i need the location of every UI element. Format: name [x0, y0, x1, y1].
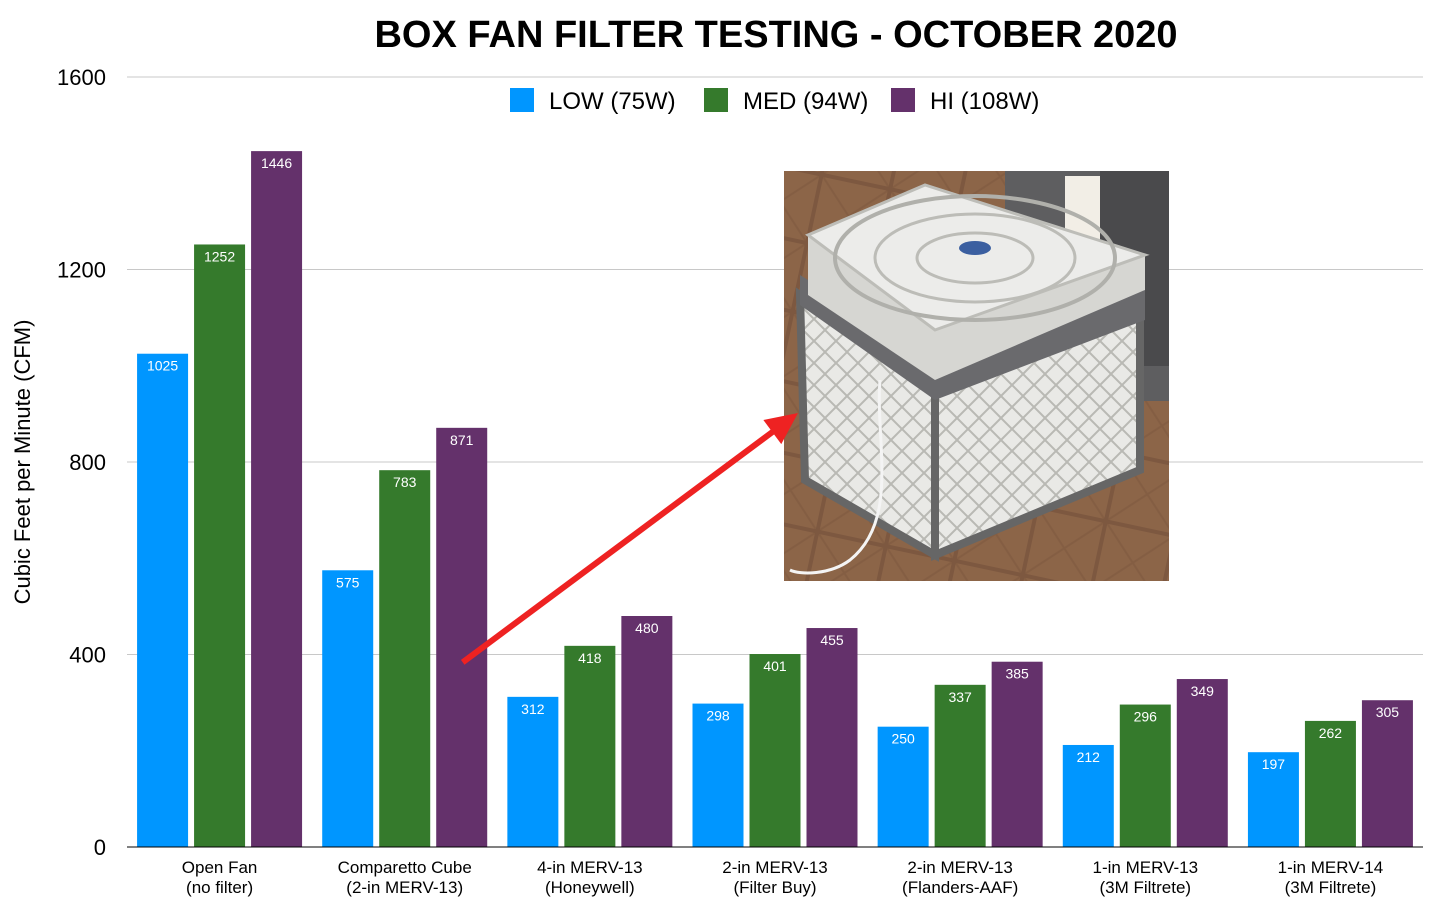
legend-swatch: [891, 88, 915, 112]
x-tick-label: (Flanders-AAF): [902, 878, 1018, 897]
x-tick-label: 1-in MERV-13: [1093, 858, 1199, 877]
x-tick-label: 2-in MERV-13: [907, 858, 1013, 877]
bar: [507, 696, 559, 847]
bar: [991, 661, 1043, 847]
data-label: 1025: [147, 358, 178, 374]
bar: [806, 628, 858, 847]
bar: [1062, 744, 1114, 847]
bar: [1119, 704, 1171, 847]
legend-label: HI (108W): [930, 88, 1039, 115]
arrow-annotation: [460, 413, 798, 665]
y-axis-label: Cubic Feet per Minute (CFM): [10, 320, 35, 605]
x-tick-label: (2-in MERV-13): [346, 878, 463, 897]
arrow-shaft: [460, 426, 779, 665]
data-label: 337: [948, 689, 972, 705]
y-tick-label: 0: [94, 835, 106, 860]
bar: [1176, 679, 1228, 847]
data-label: 305: [1376, 704, 1400, 720]
x-tick-label: (no filter): [186, 878, 253, 897]
bar: [251, 151, 303, 848]
x-tick-label: (Honeywell): [545, 878, 635, 897]
x-tick-label: 2-in MERV-13: [722, 858, 828, 877]
y-tick-label: 800: [69, 450, 106, 475]
legend: LOW (75W) MED (94W) HI (108W): [510, 88, 1039, 115]
bar: [1361, 700, 1413, 847]
y-tick-label: 400: [69, 643, 106, 668]
x-tick-label: (3M Filtrete): [1285, 878, 1377, 897]
bar: [621, 616, 673, 847]
y-tick-label: 1600: [57, 65, 106, 90]
x-tick-label: 4-in MERV-13: [537, 858, 643, 877]
data-label: 298: [706, 708, 730, 724]
gridlines: [127, 76, 1423, 655]
legend-label: LOW (75W): [549, 88, 676, 115]
data-label: 480: [635, 620, 659, 636]
bar: [322, 570, 374, 847]
bar: [564, 645, 616, 847]
bar: [194, 244, 246, 848]
axes: 0 400 800 1200 1600 Open Fan(no filter) Compar…: [57, 65, 1423, 897]
bar: [379, 470, 431, 847]
data-label: 312: [521, 701, 545, 717]
bar: [137, 353, 189, 847]
x-tick-label: Open Fan: [182, 858, 258, 877]
bar: [749, 654, 801, 847]
x-tick-label: Comparetto Cube: [338, 858, 472, 877]
data-label: 871: [450, 432, 474, 448]
data-label: 296: [1134, 709, 1158, 725]
bar: [1247, 752, 1299, 847]
data-label: 349: [1191, 683, 1215, 699]
data-label: 401: [763, 658, 787, 674]
y-tick-label: 1200: [57, 258, 106, 283]
bar: [877, 726, 929, 847]
legend-swatch: [704, 88, 728, 112]
data-label: 783: [393, 474, 417, 490]
arrow-head: [763, 413, 798, 445]
x-tick-label: (3M Filtrete): [1099, 878, 1191, 897]
bar: [436, 427, 488, 847]
data-label: 455: [820, 632, 844, 648]
data-label: 575: [336, 574, 360, 590]
data-label: 250: [891, 731, 915, 747]
data-label: 197: [1262, 756, 1286, 772]
bar: [934, 684, 986, 847]
x-tick-label: (Filter Buy): [733, 878, 816, 897]
data-label: 212: [1077, 749, 1101, 765]
data-label: 385: [1005, 666, 1029, 682]
x-tick-label: 1-in MERV-14: [1278, 858, 1384, 877]
data-label: 1446: [261, 155, 292, 171]
data-label: 418: [578, 650, 602, 666]
chart-title: BOX FAN FILTER TESTING - OCTOBER 2020: [374, 14, 1177, 56]
data-label: 262: [1319, 725, 1343, 741]
bar: [1304, 720, 1356, 847]
legend-label: MED (94W): [743, 88, 868, 115]
bars: 1025 1252 1446 575 783 871 312 418 480 298 401 455 2…: [137, 151, 1413, 848]
data-label: 1252: [204, 248, 235, 264]
bar: [692, 703, 744, 847]
fan-filter-photo: [784, 171, 1169, 581]
legend-swatch: [510, 88, 534, 112]
